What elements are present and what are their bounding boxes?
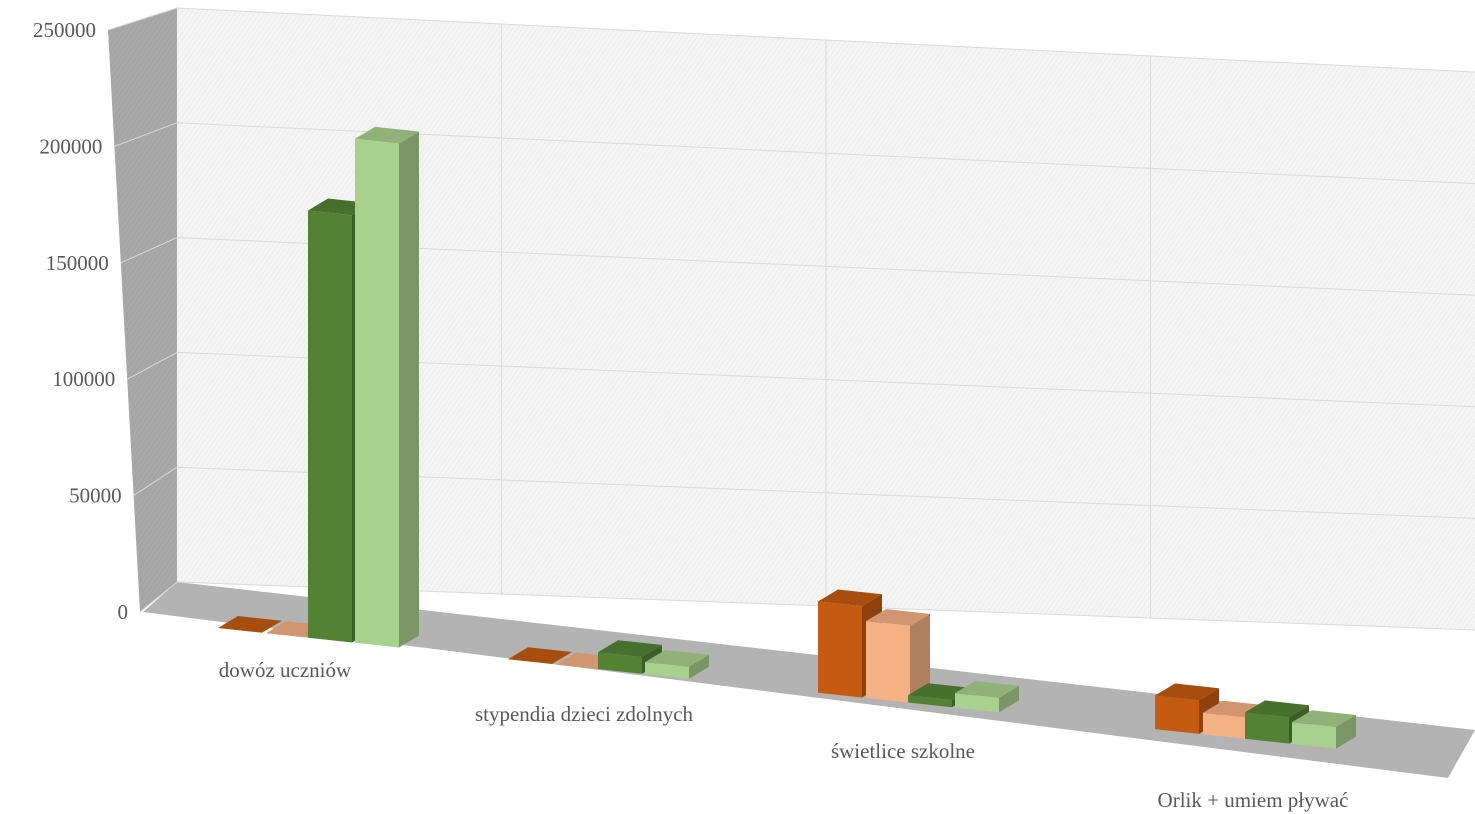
floor [143, 582, 1475, 778]
bar-1-1 [218, 616, 282, 633]
side-gridline [120, 237, 178, 264]
bar-1-2 [508, 647, 572, 664]
y-tick-label: 150000 [46, 251, 109, 275]
bar-2-3 [866, 609, 930, 703]
category-label: świetlice szkolne [831, 739, 975, 763]
category-label: stypendia dzieci zdolnych [475, 702, 694, 726]
y-tick-label: 250000 [33, 18, 96, 42]
bar-4-4 [1292, 710, 1356, 749]
category-label: Orlik + umiem pływać [1158, 788, 1349, 812]
side-gridline [133, 466, 178, 497]
y-tick-label: 200000 [39, 134, 102, 158]
y-tick-label: 100000 [52, 367, 115, 391]
side-gridline [114, 122, 178, 147]
side-wall [108, 8, 177, 612]
bars [218, 126, 1356, 749]
y-tick-label: 0 [118, 600, 129, 624]
bar-4-2 [645, 650, 709, 679]
side-gridline [126, 351, 178, 380]
category-label: dowóz uczniów [219, 658, 352, 682]
y-tick-label: 50000 [69, 484, 122, 508]
side-gridline [139, 581, 178, 613]
side-gridline [107, 7, 178, 31]
bar-4-1 [355, 126, 419, 648]
y-axis-tick-labels: 0 50000 100000 150000 200000 250000 [33, 18, 128, 624]
bar-4-3 [955, 681, 1019, 713]
x-axis-category-labels: dowóz uczniów stypendia dzieci zdolnych św… [219, 658, 1349, 812]
